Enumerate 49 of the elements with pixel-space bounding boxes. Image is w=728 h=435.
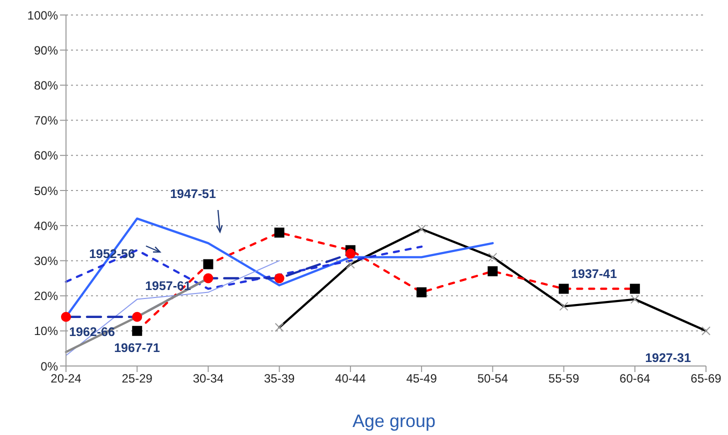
- point: [702, 326, 710, 336]
- y-tick-label: 60%: [34, 148, 58, 163]
- point: [558, 284, 569, 294]
- x-tick-label: 55-59: [548, 372, 580, 386]
- x-tick-label: 40-44: [335, 372, 366, 386]
- y-tick-label: 50%: [34, 184, 58, 198]
- y-tick-label: 10%: [34, 324, 58, 338]
- point: [132, 326, 142, 336]
- y-tick-label: 80%: [34, 78, 58, 92]
- point: [274, 228, 284, 238]
- y-tick-label: 20%: [34, 289, 58, 304]
- series-label: 1957-61: [145, 279, 191, 293]
- point: [345, 248, 356, 259]
- series-label: 1927-31: [645, 351, 691, 365]
- point: [346, 260, 355, 269]
- point: [630, 284, 640, 294]
- point: [203, 259, 214, 270]
- x-tick-label: 50-54: [477, 372, 508, 386]
- point: [132, 312, 142, 322]
- point: [416, 287, 427, 298]
- point: [274, 273, 284, 284]
- x-tick-label: 35-39: [264, 372, 295, 386]
- x-tick-label: 20-24: [50, 372, 82, 386]
- x-tick-label: 60-64: [620, 372, 651, 386]
- y-tick-label: 0%: [40, 359, 58, 374]
- series-label: 1937-41: [571, 267, 617, 281]
- x-tick-label: 30-34: [192, 372, 224, 386]
- point: [274, 322, 284, 332]
- series-label: 1962-66: [69, 325, 115, 339]
- point: [630, 294, 640, 304]
- point: [417, 224, 426, 234]
- text: 1947-51: [170, 187, 216, 201]
- y-tick-label: 100%: [27, 8, 58, 22]
- y-tick-label: 40%: [34, 218, 58, 233]
- point: [559, 302, 568, 311]
- x-tick-label: 65-69: [690, 372, 722, 386]
- series-label: 1967-71: [114, 341, 160, 355]
- x-tick-label: 25-29: [122, 372, 153, 386]
- point: [61, 312, 71, 322]
- y-tick-label: 90%: [34, 43, 58, 58]
- y-tick-label: 70%: [34, 114, 58, 128]
- point: [488, 266, 498, 276]
- y-tick-label: 30%: [34, 254, 58, 268]
- point: [488, 252, 498, 262]
- line-series: [64, 246, 423, 290]
- point: [203, 273, 214, 284]
- line-series: [66, 260, 280, 356]
- x-axis-title: Age group: [352, 411, 436, 431]
- x-tick-label: 45-49: [406, 372, 438, 386]
